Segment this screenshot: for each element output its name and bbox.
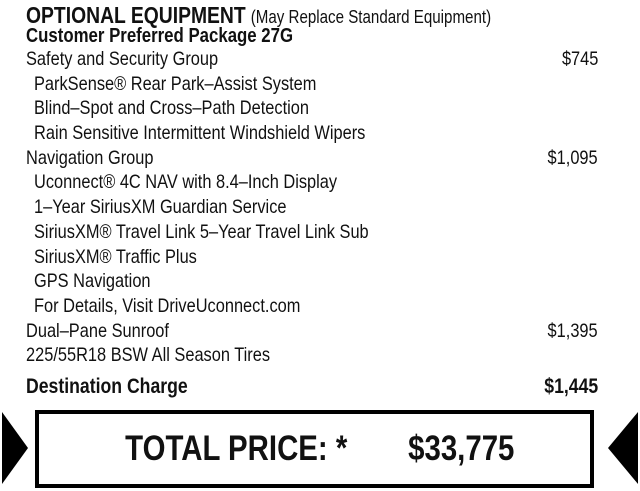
left-arrow-icon xyxy=(2,412,28,484)
right-arrow-icon xyxy=(608,412,638,484)
equipment-label: GPS Navigation xyxy=(26,269,173,294)
equipment-label-text: Safety and Security Group xyxy=(26,48,219,70)
equipment-label-text: GPS Navigation xyxy=(34,270,151,293)
destination-price: $1,445 xyxy=(544,375,598,398)
equipment-label-text: 1–Year SiriusXM Guardian Service xyxy=(34,196,287,219)
package-label: Customer Preferred Package 27G xyxy=(26,25,294,47)
equipment-label: 1–Year SiriusXM Guardian Service xyxy=(26,195,335,220)
equipment-label-text: SiriusXM® Traffic Plus xyxy=(34,245,197,268)
equipment-price: $745 xyxy=(555,47,598,72)
equipment-label: Dual–Pane Sunroof xyxy=(26,319,196,344)
equipment-label-text: ParkSense® Rear Park–Assist System xyxy=(34,72,317,95)
section-title: OPTIONAL EQUIPMENT (May Replace Standard … xyxy=(26,3,580,27)
title-main: OPTIONAL EQUIPMENT xyxy=(26,2,246,28)
equipment-row: Navigation Group $1,095 xyxy=(26,146,598,171)
destination-charge-row: Destination Charge $1,445 xyxy=(26,374,598,400)
equipment-label: For Details, Visit DriveUconnect.com xyxy=(26,294,351,319)
equipment-row: Uconnect® 4C NAV with 8.4–Inch Display xyxy=(26,170,598,195)
equipment-label: SiriusXM® Travel Link 5–Year Travel Link… xyxy=(26,220,432,245)
equipment-price-text: $1,395 xyxy=(547,319,598,342)
title-subtitle: (May Replace Standard Equipment) xyxy=(250,7,492,27)
equipment-label: Blind–Spot and Cross–Path Detection xyxy=(26,96,361,121)
equipment-row: Dual–Pane Sunroof $1,395 xyxy=(26,319,598,344)
equipment-label-text: Blind–Spot and Cross–Path Detection xyxy=(34,97,309,120)
equipment-price: $1,095 xyxy=(538,146,598,171)
destination-label: Destination Charge xyxy=(26,375,188,398)
equipment-price-text: $1,095 xyxy=(547,146,598,169)
equipment-price: $1,395 xyxy=(538,319,598,344)
equipment-label: 225/55R18 BSW All Season Tires xyxy=(26,343,317,368)
equipment-row: Blind–Spot and Cross–Path Detection xyxy=(26,96,598,121)
equipment-row: ParkSense® Rear Park–Assist System xyxy=(26,72,598,97)
equipment-row: Safety and Security Group $745 xyxy=(26,47,598,72)
equipment-label-text: Dual–Pane Sunroof xyxy=(26,319,169,342)
equipment-label: Rain Sensitive Intermittent Windshield W… xyxy=(26,121,429,146)
equipment-label-text: Navigation Group xyxy=(26,146,154,169)
total-label-text: TOTAL PRICE: * xyxy=(125,429,348,468)
equipment-row: For Details, Visit DriveUconnect.com xyxy=(26,294,598,319)
equipment-label-text: SiriusXM® Travel Link 5–Year Travel Link… xyxy=(34,220,369,243)
total-label: TOTAL PRICE: * xyxy=(104,429,368,469)
equipment-row: 1–Year SiriusXM Guardian Service xyxy=(26,195,598,220)
equipment-row: 225/55R18 BSW All Season Tires xyxy=(26,343,598,368)
total-price-box: TOTAL PRICE: * $33,775 xyxy=(35,410,594,488)
equipment-label-text: Uconnect® 4C NAV with 8.4–Inch Display xyxy=(34,171,338,194)
equipment-price-text: $745 xyxy=(561,48,598,70)
equipment-list: Safety and Security Group $745 ParkSense® … xyxy=(26,47,598,368)
equipment-label: ParkSense® Rear Park–Assist System xyxy=(26,72,370,97)
equipment-label-text: For Details, Visit DriveUconnect.com xyxy=(34,294,301,317)
equipment-row: Rain Sensitive Intermittent Windshield W… xyxy=(26,121,598,146)
equipment-row: SiriusXM® Traffic Plus xyxy=(26,245,598,270)
equipment-label-text: 225/55R18 BSW All Season Tires xyxy=(26,344,271,367)
total-price-text: $33,775 xyxy=(408,429,515,468)
equipment-label: Safety and Security Group xyxy=(26,47,255,72)
equipment-label: Navigation Group xyxy=(26,146,178,171)
equipment-row: SiriusXM® Travel Link 5–Year Travel Link… xyxy=(26,220,598,245)
total-price: $33,775 xyxy=(398,429,525,469)
package-name: Customer Preferred Package 27G xyxy=(26,25,344,47)
equipment-label: Uconnect® 4C NAV with 8.4–Inch Display xyxy=(26,170,395,195)
equipment-label: SiriusXM® Traffic Plus xyxy=(26,245,228,270)
equipment-label-text: Rain Sensitive Intermittent Windshield W… xyxy=(34,122,366,145)
equipment-row: GPS Navigation xyxy=(26,269,598,294)
